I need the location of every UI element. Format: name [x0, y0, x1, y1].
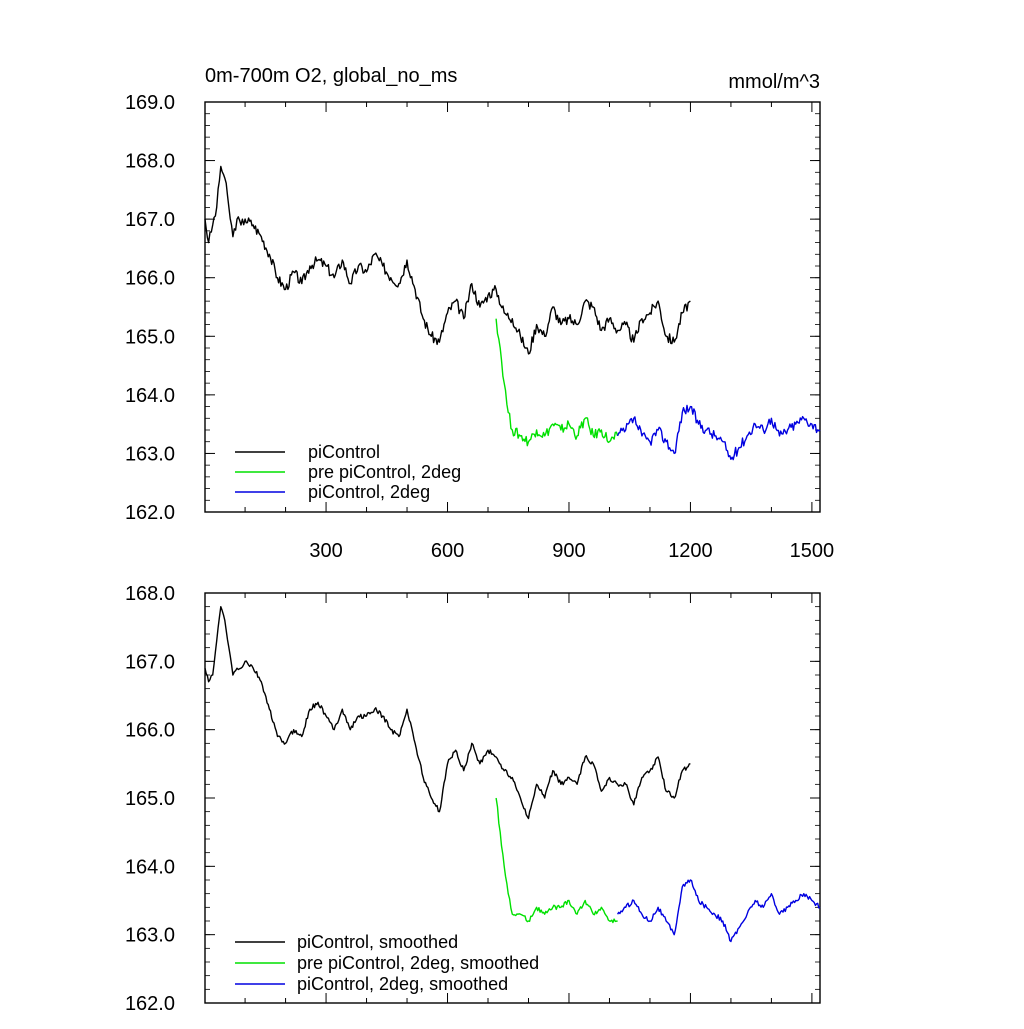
series-line-picontrol-smoothed [204, 606, 691, 820]
y-tick-label: 167.0 [125, 651, 175, 673]
x-tick-label: 1500 [790, 540, 835, 562]
y-tick-label: 169.0 [125, 92, 175, 114]
y-tick-label: 164.0 [125, 385, 175, 407]
legend-label-picontrol: piControl [308, 442, 380, 462]
y-tick-label: 162.0 [125, 502, 175, 524]
series-line-picontrol [204, 165, 691, 355]
legend-label-picontrol-2deg: piControl, 2deg [308, 482, 430, 502]
y-tick-label: 167.0 [125, 209, 175, 231]
chart-units: mmol/m^3 [728, 71, 820, 93]
x-tick-label: 600 [431, 540, 464, 562]
top-plot: 300 600 900 1200 1500 162.0 163.0 164.0 165.0 166… [125, 92, 834, 562]
legend-label-picontrol-smoothed: piControl, smoothed [297, 932, 458, 952]
y-tick-label: 168.0 [125, 151, 175, 173]
series-line-pre-picontrol-2deg [495, 318, 619, 447]
x-tick-label: 1200 [668, 540, 713, 562]
y-tick-label: 163.0 [125, 443, 175, 465]
y-tick-label: 168.0 [125, 583, 175, 605]
y-tick-label: 165.0 [125, 788, 175, 810]
legend-label-picontrol-2deg-smoothed: piControl, 2deg, smoothed [297, 974, 508, 994]
legend-label-pre-picontrol-2deg-smoothed: pre piControl, 2deg, smoothed [297, 953, 539, 973]
y-tick-label: 166.0 [125, 720, 175, 742]
series-line-pre-picontrol-2deg-smoothed [495, 797, 618, 924]
y-tick-label: 162.0 [125, 993, 175, 1015]
y-tick-label: 166.0 [125, 268, 175, 290]
series-line-picontrol-2deg-smoothed [617, 879, 821, 943]
chart-title: 0m-700m O2, global_no_ms [205, 65, 457, 87]
x-tick-label: 300 [309, 540, 342, 562]
y-tick-label: 164.0 [125, 856, 175, 878]
y-tick-label: 165.0 [125, 326, 175, 348]
series-line-picontrol-2deg [616, 404, 821, 461]
plot-frame [204, 101, 821, 513]
bottom-plot: 162.0 163.0 164.0 165.0 166.0 167.0 168.0 piCon… [125, 583, 821, 1015]
y-tick-label: 163.0 [125, 925, 175, 947]
x-tick-label: 900 [552, 540, 585, 562]
legend-label-pre-picontrol-2deg: pre piControl, 2deg [308, 462, 461, 482]
